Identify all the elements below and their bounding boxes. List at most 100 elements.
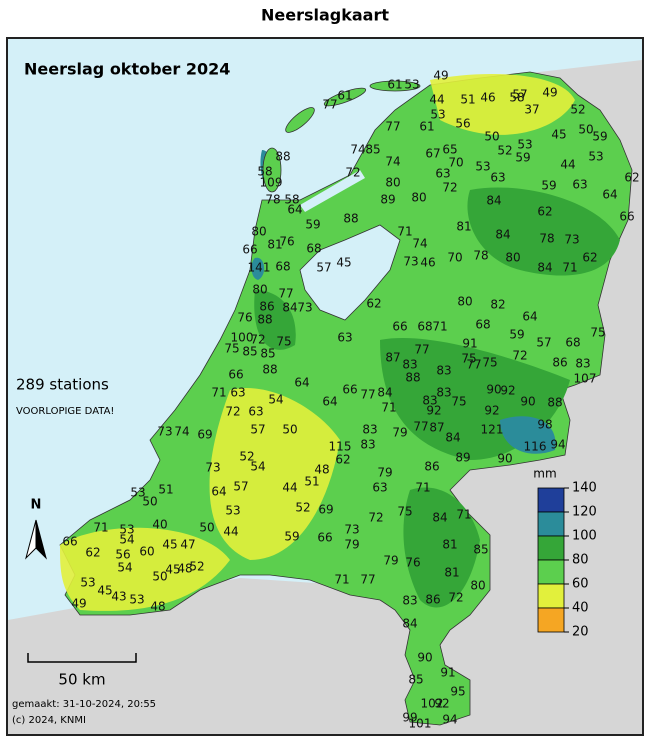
very-wet-area [251,150,556,454]
legend-tick-label: 140 [572,481,597,496]
station-value: 141 [248,261,271,275]
station-value: 66 [62,535,77,549]
station-value: 81 [444,566,459,580]
station-value: 86 [424,460,439,474]
station-value: 94 [550,438,565,452]
station-value: 77 [414,343,429,357]
station-value: 68 [417,320,432,334]
station-value: 121 [481,423,504,437]
station-value: 53 [404,78,419,92]
station-value: 76 [237,311,252,325]
station-value: 53 [130,486,145,500]
station-value: 95 [450,685,465,699]
station-value: 77 [413,420,428,434]
station-value: 88 [275,150,290,164]
station-value: 44 [560,158,575,172]
station-value: 66 [242,243,257,257]
station-value: 71 [93,521,108,535]
station-value: 85 [408,673,423,687]
station-value: 57 [512,88,527,102]
station-value: 84 [282,301,297,315]
station-value: 80 [411,191,426,205]
station-value: 68 [475,318,490,332]
station-value: 88 [257,313,272,327]
station-value: 86 [259,300,274,314]
station-value: 115 [329,440,352,454]
station-value: 74 [412,237,427,251]
station-value: 71 [334,573,349,587]
station-value: 45 [551,128,566,142]
north-label: N [31,498,42,513]
station-value: 72 [442,181,457,195]
island [323,87,367,107]
station-value: 77 [466,358,481,372]
station-value: 43 [111,590,126,604]
station-value: 102 [421,697,444,711]
station-value: 63 [490,171,505,185]
station-value: 75 [590,326,605,340]
station-value: 75 [482,356,497,370]
station-value: 109 [260,176,283,190]
station-value: 68 [275,260,290,274]
station-value: 63 [435,167,450,181]
station-value: 54 [250,460,265,474]
station-value: 61 [387,78,402,92]
legend-tick-label: 80 [572,553,589,568]
station-value: 72 [512,349,527,363]
station-value: 75 [276,335,291,349]
station-value: 66 [317,531,332,545]
station-value: 50 [484,130,499,144]
station-value: 79 [392,426,407,440]
station-value: 73 [344,523,359,537]
station-value: 37 [524,103,539,117]
station-value: 88 [262,363,277,377]
station-value: 54 [117,561,132,575]
station-value: 62 [85,546,100,560]
station-value: 44 [282,481,297,495]
station-value: 100 [231,331,254,345]
station-value: 83 [436,386,451,400]
scale-label: 50 km [58,671,105,689]
station-value: 92 [426,404,441,418]
legend-tick-label: 100 [572,529,597,544]
stations-note: 289 stations [16,376,109,394]
north-arrow [35,519,47,560]
station-value: 62 [537,205,552,219]
station-value: 62 [366,297,381,311]
station-value: 87 [385,351,400,365]
station-value: 91 [440,666,455,680]
station-value: 51 [460,93,475,107]
station-value: 52 [295,501,310,515]
station-value: 59 [284,530,299,544]
station-value: 57 [316,261,331,275]
station-value: 62 [624,171,639,185]
station-value: 70 [447,251,462,265]
station-value: 72 [250,333,265,347]
station-value: 59 [515,151,530,165]
legend-band [537,559,565,585]
station-value: 84 [377,386,392,400]
station-value: 71 [415,481,430,495]
station-value: 72 [448,591,463,605]
station-value: 54 [119,533,134,547]
station-value: 64 [287,203,302,217]
station-value: 44 [223,525,238,539]
station-value: 50 [199,521,214,535]
station-value: 64 [522,310,537,324]
station-value: 116 [524,440,547,454]
station-value: 57 [233,480,248,494]
station-value: 88 [405,371,420,385]
station-value: 88 [547,396,562,410]
station-value: 72 [368,511,383,525]
station-value: 44 [429,93,444,107]
station-value: 81 [442,538,457,552]
station-value: 45 [97,584,112,598]
station-value: 63 [337,331,352,345]
station-value: 90 [486,383,501,397]
station-value: 58 [257,165,272,179]
station-value: 71 [381,401,396,415]
station-value: 94 [442,713,457,727]
legend-band [537,511,565,537]
station-value: 52 [189,560,204,574]
